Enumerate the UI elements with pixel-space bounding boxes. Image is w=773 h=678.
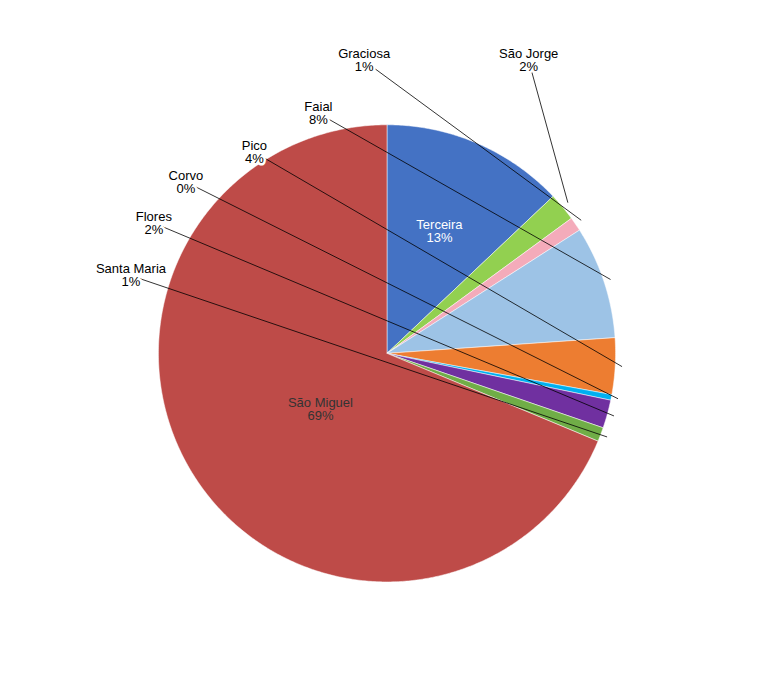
svg-text:Faial8%: Faial8% xyxy=(304,99,332,127)
svg-text:Corvo0%: Corvo0% xyxy=(169,168,204,196)
svg-text:Pico4%: Pico4% xyxy=(242,138,267,166)
svg-text:Flores2%: Flores2% xyxy=(136,209,173,237)
svg-text:Terceira13%: Terceira13% xyxy=(416,217,463,245)
svg-text:Graciosa1%: Graciosa1% xyxy=(338,46,391,74)
svg-text:Santa Maria1%: Santa Maria1% xyxy=(96,261,167,289)
svg-text:São Jorge2%: São Jorge2% xyxy=(499,46,558,74)
svg-text:São Miguel69%: São Miguel69% xyxy=(288,395,353,423)
